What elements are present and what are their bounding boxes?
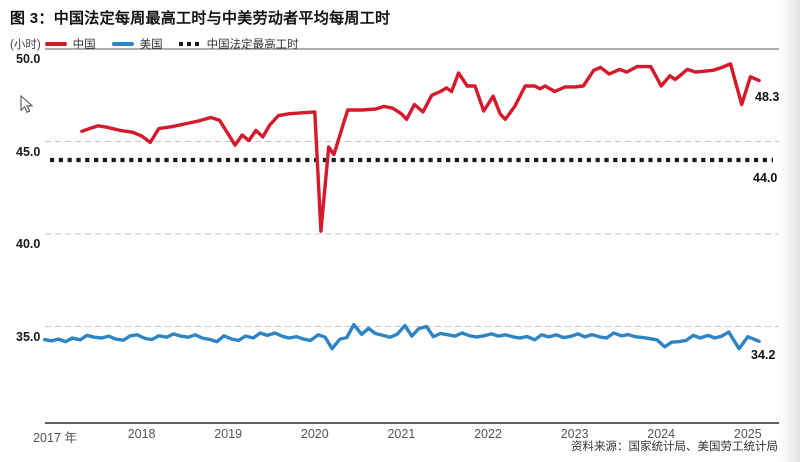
x-axis-tick-label: 2020	[300, 427, 329, 441]
legend-label-us: 美国	[139, 39, 163, 51]
y-axis-tick-label: 50.0	[16, 52, 41, 66]
y-axis-unit-label: (小时)	[10, 39, 41, 51]
statutory-dotted-swatch-icon	[178, 42, 201, 46]
x-axis-tick-label: 2018	[127, 427, 156, 441]
x-axis-tick-label: 2021	[387, 427, 416, 441]
legend-label-statutory: 中国法定最高工时	[206, 39, 299, 51]
y-axis-tick-label: 40.0	[16, 237, 41, 251]
x-axis-tick-label: 2022	[474, 427, 502, 441]
y-axis-tick-label: 35.0	[16, 329, 41, 344]
x-axis-tick-label: 2017 年	[33, 431, 77, 445]
chart-title: 图 3：中国法定每周最高工时与中美劳动者平均每周工时	[10, 10, 391, 27]
us-line-swatch-icon	[111, 42, 134, 46]
china-end-value-label: 48.3	[755, 90, 780, 104]
series-line-中国	[80, 62, 761, 233]
x-axis-tick-label: 2024	[647, 427, 676, 441]
y-axis-tick-label: 45.0	[16, 144, 41, 159]
us-end-value-label: 34.2	[751, 348, 776, 362]
legend-item-statutory: 中国法定最高工时	[178, 36, 299, 52]
legend-item-china: 中国	[44, 36, 96, 52]
x-axis-tick-label: 2023	[560, 427, 589, 441]
data-source-note: 资料来源：国家统计局、美国劳工统计局	[571, 441, 778, 453]
legend-item-us: 美国	[111, 36, 163, 52]
series-line-美国	[42, 322, 761, 351]
china-line-swatch-icon	[44, 42, 67, 46]
chart-legend: (小时) 中国 美国 中国法定最高工时	[10, 36, 315, 52]
x-axis-tick-label: 2019	[214, 427, 243, 441]
x-axis-tick-label: 2025	[733, 427, 762, 441]
legend-label-china: 中国	[72, 39, 96, 51]
statutory-max-value-label: 44.0	[753, 171, 778, 185]
